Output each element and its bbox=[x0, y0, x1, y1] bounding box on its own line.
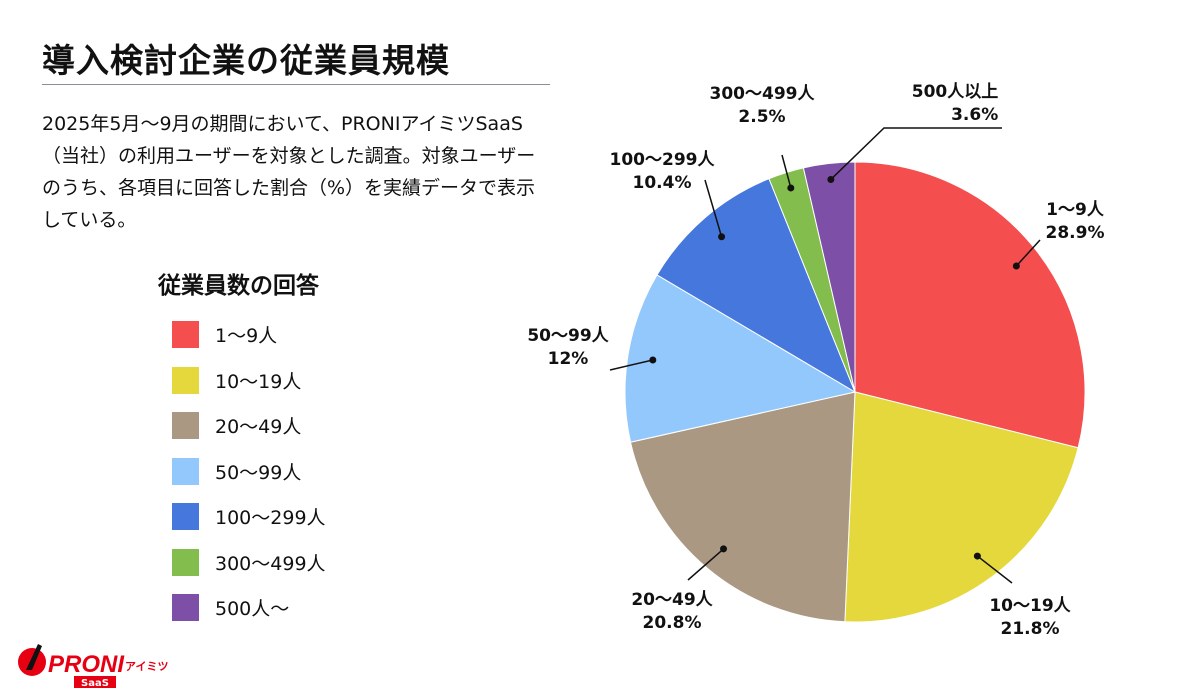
data-label: 1〜9人 28.9% bbox=[1046, 199, 1105, 245]
legend-swatch bbox=[172, 412, 199, 440]
leader-line bbox=[830, 127, 1002, 181]
title-divider bbox=[42, 84, 550, 85]
svg-text:アイミツ: アイミツ bbox=[125, 660, 168, 673]
data-label: 300〜499人 2.5% bbox=[710, 83, 815, 129]
data-label: 10〜19人 21.8% bbox=[989, 595, 1070, 641]
legend-swatch bbox=[172, 503, 199, 531]
data-label-value: 21.8% bbox=[1000, 619, 1060, 639]
data-label-value: 28.9% bbox=[1045, 223, 1105, 243]
legend-swatch bbox=[172, 366, 199, 394]
data-label-name: 20〜49人 bbox=[631, 590, 713, 610]
legend-swatch bbox=[172, 321, 199, 349]
legend: 1〜9人 10〜19人 20〜49人 50〜99人 100〜299人 300〜499人 50… bbox=[172, 312, 326, 631]
pie-slice bbox=[656, 178, 857, 394]
legend-swatch bbox=[172, 548, 199, 576]
data-label-value: 2.5% bbox=[738, 107, 786, 127]
legend-label: 20〜49人 bbox=[215, 416, 302, 439]
leader-line bbox=[609, 359, 653, 371]
proni-logo: PRONI アイミツ SaaS bbox=[12, 640, 172, 690]
pie-slice bbox=[624, 274, 857, 443]
legend-label: 10〜19人 bbox=[215, 370, 302, 393]
legend-item: 500人〜 bbox=[172, 585, 326, 631]
data-label: 100〜299人 10.4% bbox=[610, 149, 715, 195]
page-title: 導入検討企業の従業員規模 bbox=[42, 41, 450, 80]
pie-slice bbox=[629, 391, 856, 623]
data-label-name: 500人以上 bbox=[911, 82, 999, 102]
data-label-name: 50〜99人 bbox=[527, 326, 609, 346]
legend-label: 1〜9人 bbox=[215, 325, 278, 348]
legend-item: 1〜9人 bbox=[172, 312, 326, 358]
data-label: 20〜49人 20.8% bbox=[631, 589, 712, 635]
svg-text:SaaS: SaaS bbox=[81, 678, 109, 689]
data-label-value: 12% bbox=[547, 349, 589, 369]
data-label-name: 10〜19人 bbox=[989, 596, 1071, 616]
leader-line bbox=[781, 154, 792, 189]
pie-slice bbox=[844, 391, 1079, 623]
legend-title: 従業員数の回答 bbox=[158, 273, 319, 299]
legend-swatch bbox=[172, 457, 199, 485]
data-label: 50〜99人 12% bbox=[527, 325, 608, 371]
pie-slice bbox=[802, 161, 856, 393]
leader-line bbox=[1015, 239, 1041, 267]
leader-line bbox=[704, 179, 723, 237]
legend-label: 100〜299人 bbox=[215, 507, 326, 530]
description: 2025年5月〜9月の期間において、PRONIアイミツSaaS（当社）の利用ユー… bbox=[42, 113, 536, 231]
legend-swatch bbox=[172, 594, 199, 622]
data-label: 500人以上 3.6% bbox=[912, 81, 999, 127]
legend-item: 10〜19人 bbox=[172, 358, 326, 404]
leader-line bbox=[976, 555, 1013, 584]
logo-mark: PRONI アイミツ SaaS bbox=[18, 644, 168, 689]
data-label-name: 1〜9人 bbox=[1046, 200, 1104, 220]
legend-label: 300〜499人 bbox=[215, 552, 326, 575]
data-label-value: 20.8% bbox=[642, 613, 702, 633]
data-label-name: 100〜299人 bbox=[609, 150, 715, 170]
legend-item: 50〜99人 bbox=[172, 449, 326, 495]
data-label-name: 300〜499人 bbox=[709, 84, 815, 104]
legend-label: 500人〜 bbox=[215, 598, 290, 621]
svg-text:PRONI: PRONI bbox=[48, 651, 125, 678]
pie-slice bbox=[854, 161, 1086, 449]
legend-item: 300〜499人 bbox=[172, 540, 326, 586]
legend-item: 20〜49人 bbox=[172, 403, 326, 449]
legend-item: 100〜299人 bbox=[172, 494, 326, 540]
leader-line bbox=[687, 548, 725, 581]
data-label-value: 3.6% bbox=[951, 105, 999, 125]
legend-label: 50〜99人 bbox=[215, 461, 302, 484]
data-label-value: 10.4% bbox=[632, 173, 692, 193]
